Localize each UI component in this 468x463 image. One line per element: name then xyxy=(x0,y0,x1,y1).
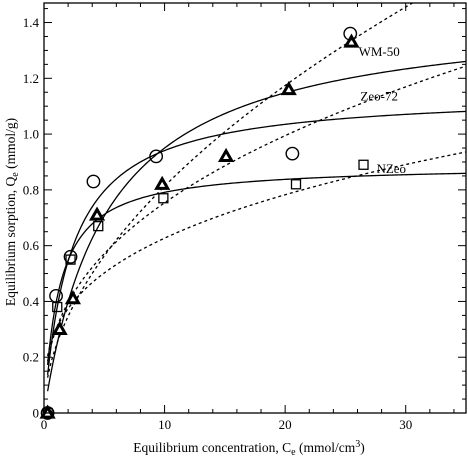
x-tick-label: 0 xyxy=(41,417,48,432)
fit-curve-solid xyxy=(46,172,466,366)
point-circle xyxy=(63,249,78,264)
y-tick-label: 0.8 xyxy=(23,182,39,197)
point-circle xyxy=(149,149,164,164)
point-circle xyxy=(285,146,300,161)
point-triangle xyxy=(217,147,235,163)
point-square xyxy=(65,254,76,265)
y-tick-label: 1.0 xyxy=(23,127,39,142)
point-square xyxy=(52,301,63,313)
y-axis-label: Equilibrium sorption, Qe (mmol/g) xyxy=(3,118,21,306)
point-square xyxy=(93,220,104,232)
y-tick-label: 0.4 xyxy=(23,294,40,309)
curve-label: Zeo-72 xyxy=(360,89,398,104)
point-square xyxy=(158,193,169,204)
plot-frame xyxy=(43,2,467,414)
y-tick-label: 0.6 xyxy=(23,238,40,253)
x-tick-label: 10 xyxy=(158,417,171,432)
fit-curve-dashed xyxy=(46,3,414,378)
point-triangle xyxy=(280,80,297,96)
point-square xyxy=(290,179,302,190)
y-tick-label: 0 xyxy=(33,406,40,421)
point-triangle xyxy=(88,206,106,221)
x-tick-label: 20 xyxy=(279,417,292,432)
point-triangle xyxy=(154,175,171,190)
tick-labels: 0 10 20 30 0 0.2 0.4 0.6 0.8 1.0 1.2 1.4 xyxy=(23,15,412,432)
point-triangle xyxy=(51,320,68,335)
y-tick-label: 1.2 xyxy=(23,71,39,86)
fit-curve-dashed xyxy=(46,151,466,357)
point-circle xyxy=(343,26,358,41)
curve-label: NZeo xyxy=(376,161,406,176)
fit-curves xyxy=(46,3,466,392)
y-tick-label: 0.2 xyxy=(23,350,39,365)
x-axis-label: Equilibrium concentration, Ce (mmol/cm3) xyxy=(133,439,364,458)
data-points xyxy=(39,26,369,420)
point-triangle xyxy=(64,290,82,305)
axis-ticks xyxy=(43,3,466,414)
x-tick-label: 30 xyxy=(399,417,412,432)
fit-curve-solid xyxy=(46,110,466,375)
point-circle xyxy=(86,174,101,189)
curve-labels: WM-50 Zeo-72 NZeo xyxy=(359,44,406,176)
point-square xyxy=(358,159,369,170)
point-triangle xyxy=(343,33,360,48)
curve-label: WM-50 xyxy=(359,44,400,59)
y-tick-label: 1.4 xyxy=(23,15,40,30)
fit-curve-dashed xyxy=(46,65,466,362)
fit-curve-solid xyxy=(46,60,466,392)
